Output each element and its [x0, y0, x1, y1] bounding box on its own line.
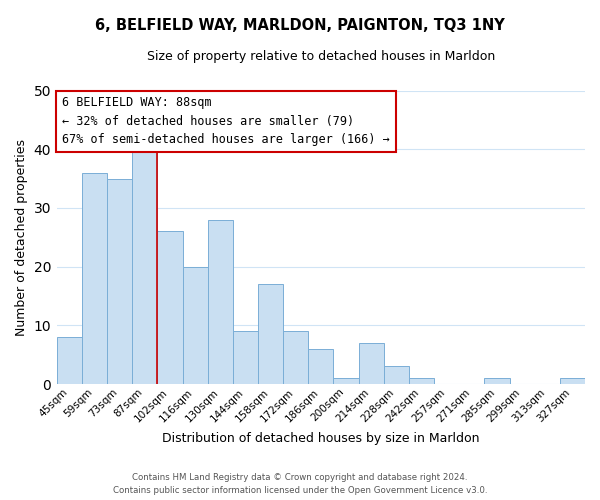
Bar	[157, 232, 182, 384]
Bar	[484, 378, 509, 384]
Bar	[82, 172, 107, 384]
X-axis label: Distribution of detached houses by size in Marldon: Distribution of detached houses by size …	[162, 432, 479, 445]
Y-axis label: Number of detached properties: Number of detached properties	[15, 139, 28, 336]
Bar	[384, 366, 409, 384]
Text: 6, BELFIELD WAY, MARLDON, PAIGNTON, TQ3 1NY: 6, BELFIELD WAY, MARLDON, PAIGNTON, TQ3 …	[95, 18, 505, 32]
Bar	[208, 220, 233, 384]
Bar	[258, 284, 283, 384]
Bar	[334, 378, 359, 384]
Title: Size of property relative to detached houses in Marldon: Size of property relative to detached ho…	[147, 50, 495, 63]
Bar	[57, 337, 82, 384]
Bar	[182, 266, 208, 384]
Bar	[359, 343, 384, 384]
Bar	[283, 331, 308, 384]
Bar	[233, 331, 258, 384]
Text: Contains HM Land Registry data © Crown copyright and database right 2024.
Contai: Contains HM Land Registry data © Crown c…	[113, 474, 487, 495]
Bar	[132, 150, 157, 384]
Bar	[107, 178, 132, 384]
Bar	[308, 349, 334, 384]
Text: 6 BELFIELD WAY: 88sqm
← 32% of detached houses are smaller (79)
67% of semi-deta: 6 BELFIELD WAY: 88sqm ← 32% of detached …	[62, 96, 390, 146]
Bar	[409, 378, 434, 384]
Bar	[560, 378, 585, 384]
